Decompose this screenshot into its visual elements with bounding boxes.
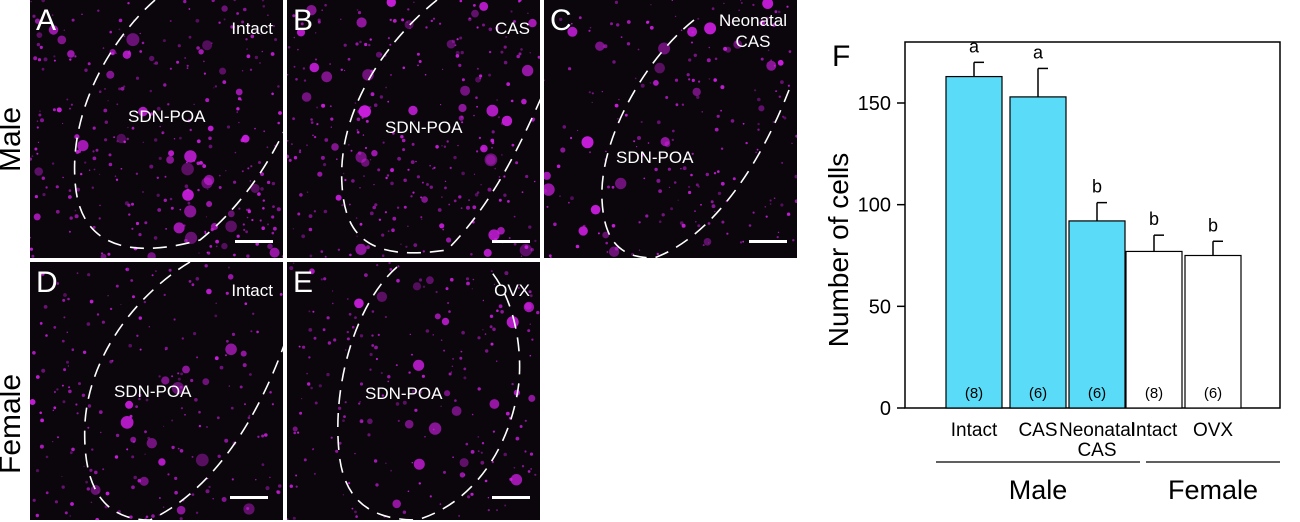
bar	[1125, 250, 1183, 409]
group-label-male: Male	[1009, 475, 1068, 505]
panel-letter: B	[293, 4, 314, 37]
region-label: SDN-POA	[616, 148, 694, 167]
chart-panel-letter: F	[832, 40, 850, 73]
region-label: SDN-POA	[365, 384, 443, 403]
significance-letter: a	[1033, 42, 1044, 62]
y-tick-label: 150	[858, 93, 891, 115]
region-label: SDN-POA	[114, 382, 192, 401]
scale-bar	[230, 496, 268, 499]
x-category-label: CAS	[1018, 420, 1057, 441]
significance-letter: b	[1208, 215, 1218, 235]
micrograph-panel-e: E OVX SDN-POA	[287, 262, 540, 520]
fluorescence-image	[544, 0, 797, 258]
bar	[1009, 96, 1067, 409]
sample-size-label: (6)	[1029, 385, 1047, 402]
x-category-label: CAS	[1077, 440, 1116, 461]
micrograph-panel-c: C Neonatal CAS SDN-POA	[544, 0, 797, 258]
micrograph-panel-b: B CAS SDN-POA	[287, 0, 540, 258]
y-axis-label: Number of cells	[823, 153, 854, 348]
fluorescence-image	[287, 262, 540, 520]
y-tick-label: 100	[858, 195, 891, 217]
bar	[1184, 254, 1242, 409]
x-category-label: Neonatal	[1059, 420, 1135, 441]
fluorescence-image	[30, 262, 283, 520]
row-label-female: Female	[0, 373, 27, 474]
panel-condition: CAS	[495, 19, 530, 38]
panel-letter: D	[36, 266, 58, 299]
scale-bar	[492, 496, 530, 499]
panel-letter: A	[36, 4, 57, 37]
panel-condition: Neonatal CAS	[718, 11, 787, 51]
scale-bar	[235, 240, 273, 243]
bar	[1068, 220, 1126, 409]
significance-letter: a	[969, 36, 980, 56]
sample-size-label: (6)	[1204, 385, 1222, 402]
x-category-label: Intact	[951, 420, 998, 441]
fluorescence-image	[30, 0, 283, 258]
x-category-label: Intact	[1131, 420, 1178, 441]
region-label: SDN-POA	[385, 118, 463, 137]
panel-condition: Intact	[231, 281, 273, 300]
panel-letter: E	[293, 266, 314, 299]
significance-letter: b	[1092, 177, 1102, 197]
micrograph-panel-a: A Intact SDN-POA	[30, 0, 283, 258]
sample-size-label: (6)	[1088, 385, 1106, 402]
row-label-male: Male	[0, 106, 27, 172]
scale-bar	[749, 240, 787, 243]
fluorescence-image	[287, 0, 540, 258]
significance-letter: b	[1149, 209, 1159, 229]
sample-size-label: (8)	[965, 385, 983, 402]
y-tick-label: 50	[869, 296, 891, 318]
sample-size-label: (8)	[1145, 385, 1163, 402]
panel-condition: Intact	[231, 19, 273, 38]
x-category-label: OVX	[1193, 420, 1233, 441]
group-label-female: Female	[1168, 475, 1258, 505]
micrograph-panel-d: D Intact SDN-POA	[30, 262, 283, 520]
panel-letter: C	[550, 4, 572, 37]
region-label: SDN-POA	[128, 107, 206, 126]
scale-bar	[492, 240, 530, 243]
panel-condition: OVX	[494, 281, 530, 300]
bar-chart: F Number of cells 0 50 100 150 a (8) a (6) b (6)…	[823, 36, 1281, 505]
bar	[945, 75, 1003, 409]
y-tick-label: 0	[880, 398, 891, 420]
